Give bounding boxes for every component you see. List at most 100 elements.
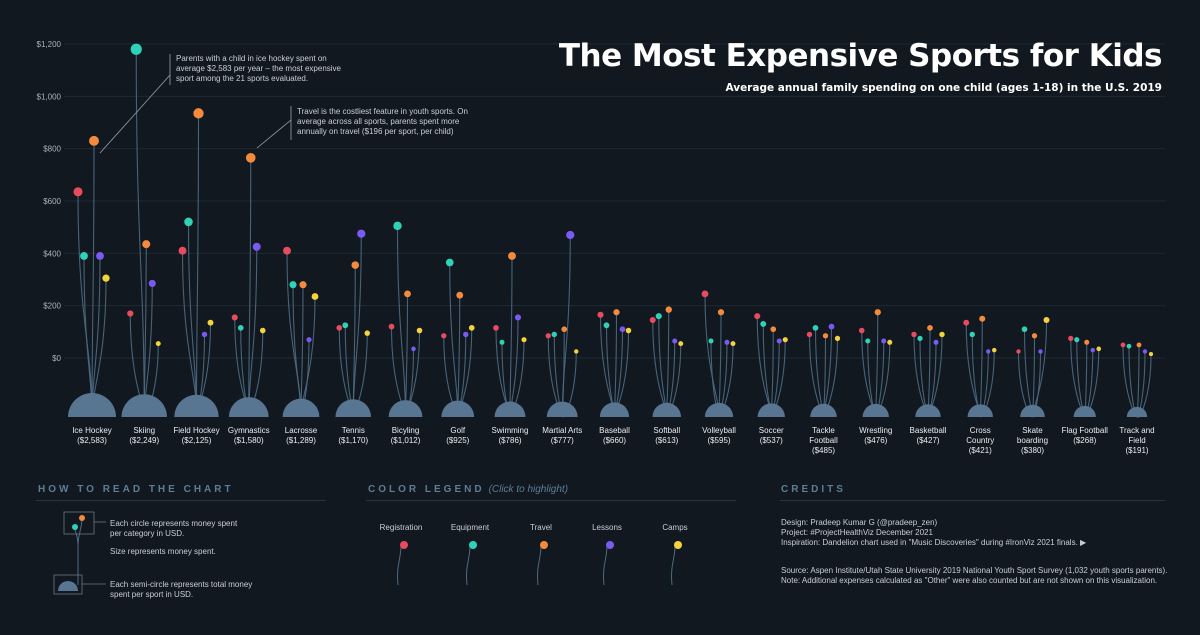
category-dot-travel[interactable] xyxy=(979,315,986,322)
category-dot-camps[interactable] xyxy=(259,327,266,334)
category-dot-lessons[interactable] xyxy=(881,338,887,344)
category-dot-lessons[interactable] xyxy=(986,349,991,354)
category-dot-registration[interactable] xyxy=(388,323,395,330)
category-dot-lessons[interactable] xyxy=(566,230,575,240)
category-dot-registration[interactable] xyxy=(701,290,709,298)
category-dot-registration[interactable] xyxy=(911,331,917,338)
total-semicircle[interactable] xyxy=(388,400,423,417)
sport-group[interactable]: Field Hockey($2,125) xyxy=(173,108,220,445)
category-dot-registration[interactable] xyxy=(178,246,187,255)
sport-group[interactable]: Gymnastics($1,580) xyxy=(228,153,270,445)
legend-travel[interactable]: Travel xyxy=(530,523,552,532)
category-dot-camps[interactable] xyxy=(1043,317,1050,324)
category-dot-equipment[interactable] xyxy=(812,325,819,331)
category-dot-lessons[interactable] xyxy=(1090,347,1095,353)
category-dot-registration[interactable] xyxy=(441,333,447,339)
category-dot-lessons[interactable] xyxy=(463,331,469,338)
category-dot-lessons[interactable] xyxy=(201,331,208,338)
category-dot-equipment[interactable] xyxy=(289,281,297,289)
category-dot-lessons[interactable] xyxy=(96,252,104,260)
category-dot-travel[interactable] xyxy=(142,240,151,249)
category-dot-camps[interactable] xyxy=(311,293,319,300)
category-dot-lessons[interactable] xyxy=(148,279,156,287)
category-dot-camps[interactable] xyxy=(416,327,423,334)
total-semicircle[interactable] xyxy=(967,404,993,417)
total-semicircle[interactable] xyxy=(121,394,167,417)
category-dot-registration[interactable] xyxy=(1068,335,1074,341)
total-semicircle[interactable] xyxy=(757,403,785,417)
category-dot-travel[interactable] xyxy=(770,326,777,333)
category-dot-lessons[interactable] xyxy=(776,338,782,344)
category-dot-camps[interactable] xyxy=(364,330,370,336)
sport-group[interactable]: Wrestling($476) xyxy=(858,309,892,445)
category-dot-registration[interactable] xyxy=(336,325,343,331)
total-semicircle[interactable] xyxy=(441,400,475,417)
sport-group[interactable]: Ice Hockey($2,583) xyxy=(68,135,116,445)
category-dot-registration[interactable] xyxy=(754,313,761,320)
total-semicircle[interactable] xyxy=(1073,405,1096,417)
total-semicircle[interactable] xyxy=(1020,404,1045,417)
category-dot-equipment[interactable] xyxy=(342,322,349,329)
category-dot-travel[interactable] xyxy=(717,309,725,316)
category-dot-travel[interactable] xyxy=(508,252,516,260)
category-dot-lessons[interactable] xyxy=(252,242,261,251)
category-dot-equipment[interactable] xyxy=(184,217,193,227)
category-dot-registration[interactable] xyxy=(283,246,291,255)
total-semicircle[interactable] xyxy=(335,399,372,417)
category-dot-registration[interactable] xyxy=(963,319,970,326)
category-dot-registration[interactable] xyxy=(858,327,865,334)
category-dot-equipment[interactable] xyxy=(760,321,767,327)
category-dot-camps[interactable] xyxy=(155,341,161,347)
category-dot-travel[interactable] xyxy=(1084,339,1090,345)
category-dot-travel[interactable] xyxy=(245,153,256,163)
legend-dot-camps[interactable] xyxy=(674,541,682,549)
category-dot-lessons[interactable] xyxy=(411,346,416,352)
sport-group[interactable]: Volleyball($595) xyxy=(701,290,737,445)
total-semicircle[interactable] xyxy=(652,402,682,417)
category-dot-travel[interactable] xyxy=(1136,342,1142,348)
category-dot-travel[interactable] xyxy=(89,135,99,146)
category-dot-equipment[interactable] xyxy=(1074,337,1080,343)
total-semicircle[interactable] xyxy=(810,403,837,417)
category-dot-lessons[interactable] xyxy=(724,339,730,345)
category-dot-travel[interactable] xyxy=(351,261,360,269)
category-dot-registration[interactable] xyxy=(73,187,83,197)
sport-group[interactable]: Skiing($2,249) xyxy=(121,43,167,445)
total-semicircle[interactable] xyxy=(862,403,889,417)
category-dot-camps[interactable] xyxy=(992,347,997,353)
total-semicircle[interactable] xyxy=(915,404,941,417)
category-dot-equipment[interactable] xyxy=(499,339,505,345)
legend-lessons[interactable]: Lessons xyxy=(592,523,622,532)
category-dot-camps[interactable] xyxy=(521,337,527,343)
category-dot-camps[interactable] xyxy=(468,325,475,331)
category-dot-lessons[interactable] xyxy=(357,229,366,238)
sport-group[interactable]: Bicyling($1,012) xyxy=(388,221,423,445)
category-dot-equipment[interactable] xyxy=(393,221,402,231)
category-dot-lessons[interactable] xyxy=(828,323,835,330)
category-dot-equipment[interactable] xyxy=(130,43,142,55)
category-dot-registration[interactable] xyxy=(127,310,134,317)
category-dot-travel[interactable] xyxy=(822,333,829,339)
category-dot-registration[interactable] xyxy=(545,333,551,339)
category-dot-camps[interactable] xyxy=(782,337,788,343)
category-dot-equipment[interactable] xyxy=(655,313,662,320)
total-semicircle[interactable] xyxy=(546,401,578,417)
total-semicircle[interactable] xyxy=(599,402,630,417)
category-dot-camps[interactable] xyxy=(730,341,736,347)
sport-group[interactable]: Swimming($786) xyxy=(492,252,529,445)
category-dot-lessons[interactable] xyxy=(1038,349,1043,354)
category-dot-camps[interactable] xyxy=(834,335,841,341)
category-dot-travel[interactable] xyxy=(456,291,464,299)
legend-camps[interactable]: Camps xyxy=(662,523,688,532)
category-dot-registration[interactable] xyxy=(231,314,238,321)
category-dot-camps[interactable] xyxy=(207,319,214,326)
category-dot-camps[interactable] xyxy=(939,331,945,338)
sport-group[interactable]: Lacrosse($1,289) xyxy=(282,246,320,445)
total-semicircle[interactable] xyxy=(228,397,269,417)
category-dot-equipment[interactable] xyxy=(865,338,871,344)
category-dot-registration[interactable] xyxy=(806,331,813,338)
category-dot-registration[interactable] xyxy=(1016,349,1021,354)
